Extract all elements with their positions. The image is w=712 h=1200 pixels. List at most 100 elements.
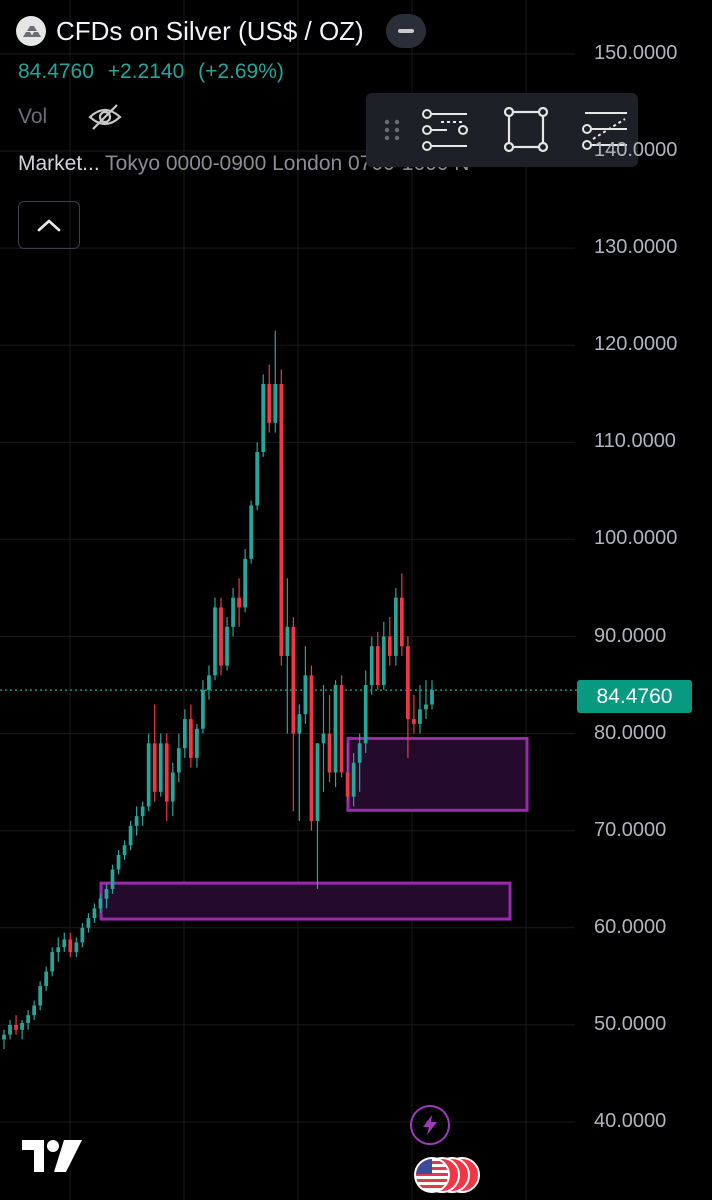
candle-body bbox=[369, 646, 374, 686]
candle-body bbox=[381, 636, 386, 686]
candle bbox=[393, 587, 398, 666]
candle bbox=[213, 597, 217, 681]
candle bbox=[164, 733, 169, 821]
candle bbox=[8, 1020, 12, 1040]
candle bbox=[195, 723, 199, 768]
candle bbox=[116, 850, 121, 875]
candle bbox=[170, 762, 175, 817]
lightning-icon[interactable] bbox=[410, 1105, 450, 1145]
collapse-button[interactable] bbox=[385, 14, 426, 48]
candle-body bbox=[418, 709, 422, 724]
candle bbox=[140, 801, 145, 826]
minus-icon bbox=[397, 29, 414, 33]
chevron-up-icon bbox=[37, 219, 61, 232]
candle bbox=[406, 636, 410, 758]
tradingview-logo-icon[interactable] bbox=[20, 1138, 84, 1174]
candle-body bbox=[152, 743, 157, 792]
candle bbox=[122, 840, 127, 860]
candle bbox=[243, 549, 247, 613]
candle-body bbox=[243, 558, 247, 608]
candle-body bbox=[321, 733, 326, 744]
candle-body bbox=[176, 748, 181, 773]
candle bbox=[158, 733, 163, 797]
price-axis-tick-label: 100.0000 bbox=[594, 527, 678, 550]
candle-body bbox=[207, 675, 211, 690]
price-axis-tick-label: 150.0000 bbox=[594, 41, 678, 64]
candle bbox=[412, 694, 416, 734]
candle bbox=[261, 374, 266, 457]
candle bbox=[98, 893, 103, 914]
candle-body bbox=[357, 743, 362, 763]
parallel-channel-tool-icon bbox=[582, 112, 627, 150]
candle bbox=[345, 743, 350, 802]
candle bbox=[327, 694, 332, 783]
candle-body bbox=[393, 597, 398, 656]
price-change-percent: (+2.69%) bbox=[198, 60, 284, 83]
candle-body bbox=[285, 626, 290, 656]
candlesticks bbox=[2, 330, 434, 1050]
drawing-toolbar[interactable] bbox=[366, 93, 638, 167]
candle bbox=[339, 675, 344, 778]
price-change: +2.2140 bbox=[107, 60, 185, 83]
candle bbox=[146, 733, 151, 812]
price-axis-tick-label: 140.0000 bbox=[594, 139, 678, 161]
candle-body bbox=[195, 728, 199, 758]
parallel-channel-tool-button[interactable] bbox=[576, 100, 636, 160]
price-change-row: 84.4760 +2.2140 (+2.69%) bbox=[18, 60, 292, 84]
candle-body bbox=[38, 986, 43, 1006]
price-axis-tick-label: 110.0000 bbox=[594, 430, 676, 453]
candle bbox=[225, 617, 229, 671]
candle-body bbox=[375, 646, 380, 686]
candle bbox=[56, 937, 61, 962]
candle bbox=[231, 587, 235, 637]
candle bbox=[50, 947, 55, 977]
last-price-tag: 84.4760 bbox=[577, 680, 692, 713]
candle-body bbox=[213, 607, 217, 676]
candle-body bbox=[315, 743, 320, 821]
candle-body bbox=[219, 607, 223, 666]
candle-body bbox=[225, 626, 229, 666]
silver-bars-icon[interactable] bbox=[16, 16, 46, 46]
candle-body bbox=[56, 947, 61, 953]
candle-body bbox=[303, 675, 308, 715]
price-axis-tick-label: 40.0000 bbox=[594, 1110, 667, 1132]
candle-body bbox=[44, 971, 49, 987]
candle bbox=[20, 1020, 24, 1040]
candle-body bbox=[231, 597, 235, 627]
horizontal-lines-tool-icon bbox=[422, 109, 468, 151]
candle bbox=[2, 1029, 6, 1050]
candle-body bbox=[363, 685, 368, 744]
candle-body bbox=[98, 898, 103, 909]
rectangle-tool-button[interactable] bbox=[496, 100, 556, 160]
price-axis-tick-label: 80.0000 bbox=[594, 721, 667, 744]
us-flag-events-icon[interactable] bbox=[410, 1155, 490, 1195]
candle-body bbox=[333, 685, 338, 773]
eye-off-icon[interactable] bbox=[87, 102, 123, 132]
price-axis-tick-label: 70.0000 bbox=[594, 818, 667, 841]
candle-body bbox=[309, 675, 314, 821]
candle-body bbox=[104, 888, 109, 899]
horizontal-lines-tool-button[interactable] bbox=[416, 100, 476, 160]
symbol-title[interactable]: CFDs on Silver (US$ / OZ) bbox=[56, 15, 364, 46]
candle-body bbox=[158, 743, 163, 792]
candle-body bbox=[345, 772, 350, 797]
candle bbox=[363, 670, 368, 754]
expand-indicators-button[interactable] bbox=[18, 201, 80, 249]
candle bbox=[315, 743, 320, 889]
candle-body bbox=[182, 719, 187, 749]
volume-indicator-row[interactable]: Vol bbox=[18, 102, 123, 132]
drag-handle-icon[interactable] bbox=[378, 115, 406, 145]
candle bbox=[201, 680, 205, 734]
candle bbox=[110, 864, 115, 894]
candle bbox=[424, 680, 428, 720]
candle-body bbox=[80, 927, 85, 943]
candle-body bbox=[14, 1024, 18, 1030]
candle bbox=[128, 820, 133, 851]
candle bbox=[375, 631, 380, 690]
price-axis-tick-label: 50.0000 bbox=[594, 1012, 667, 1035]
candle-body bbox=[339, 685, 344, 773]
candle-body bbox=[424, 704, 428, 710]
candle-body bbox=[122, 845, 127, 855]
candle bbox=[333, 680, 338, 788]
